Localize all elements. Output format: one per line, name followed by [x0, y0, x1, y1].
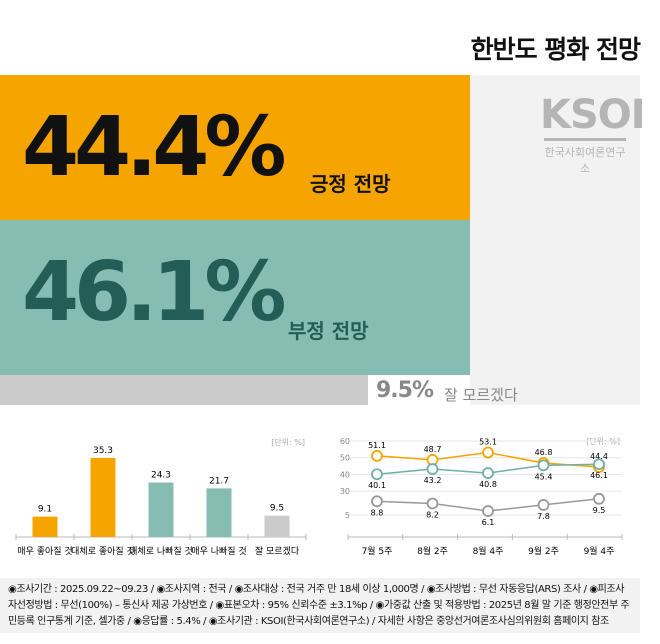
bar — [148, 482, 174, 537]
series-point — [482, 467, 494, 479]
unknown-label: 잘 모르겠다 — [444, 386, 518, 404]
point-label: 43.2 — [424, 476, 442, 485]
series-point — [371, 468, 383, 481]
y-tick-label: 30 — [340, 487, 350, 496]
bar-category-label: 매우 좋아질 것 — [17, 545, 72, 557]
bar-chart: [단위: %] 9.1 매우 좋아질 것 35.3 대체로 좋아질 것 24.3 대체로 … — [15, 437, 307, 557]
negative-label: 부정 전망 — [288, 319, 369, 343]
series-point — [537, 459, 550, 472]
x-tick-label: 8월 4주 — [473, 545, 504, 557]
bar-value-label: 24.3 — [151, 471, 171, 481]
y-tick-label: 5 — [345, 511, 350, 520]
point-label: 9.5 — [593, 506, 606, 515]
positive-label: 긍정 전망 — [310, 172, 391, 196]
point-label: 40.1 — [368, 481, 386, 490]
x-tick-label: 7월 5주 — [362, 545, 393, 557]
page-title: 한반도 평화 전망 — [470, 35, 641, 64]
bar — [90, 457, 116, 537]
point-label: 46.8 — [535, 448, 553, 457]
y-tick-label: 40 — [340, 470, 350, 479]
logo-panel — [470, 75, 640, 405]
bar-category-label: 매우 나빠질 것 — [191, 545, 246, 557]
logo-subtitle: 한국사회여론연구소 — [544, 146, 626, 175]
bar-value-label: 9.5 — [270, 504, 284, 514]
unknown-block — [0, 375, 368, 405]
positive-value: 44.4% — [22, 100, 286, 195]
series-point — [482, 446, 494, 459]
point-label: 46.1 — [590, 471, 608, 480]
point-label: 6.1 — [482, 518, 495, 527]
ksoi-logo: KSOI 한국사회여론연구소 — [540, 92, 646, 176]
x-tick-label: 9월 2주 — [528, 545, 559, 557]
point-label: 40.8 — [479, 480, 497, 489]
y-tick-label: 60 — [340, 437, 350, 446]
x-tick-label: 8월 2주 — [417, 545, 448, 557]
survey-footnote: ◉조사기간 : 2025.09.22~09.23 / ◉조사지역 : 전국 / … — [0, 578, 640, 633]
y-tick-label: 50 — [340, 454, 350, 463]
point-label: 45.4 — [535, 472, 553, 481]
bar-unit-label: [단위: %] — [271, 437, 305, 447]
bar-value-label: 35.3 — [93, 446, 113, 456]
series-point — [482, 505, 494, 517]
point-label: 51.1 — [368, 441, 386, 450]
bar — [264, 515, 290, 537]
point-label: 44.4 — [590, 452, 608, 461]
point-label: 8.8 — [371, 508, 384, 517]
point-label: 7.8 — [537, 512, 550, 521]
series-point — [593, 492, 605, 505]
bar-category-label: 잘 모르겠다 — [255, 545, 300, 557]
point-label: 8.2 — [426, 510, 439, 519]
bar-value-label: 21.7 — [209, 476, 229, 486]
bar-category-label: 대체로 나빠질 것 — [129, 545, 193, 557]
point-label: 48.7 — [424, 445, 442, 454]
series-point — [426, 497, 439, 510]
x-tick-label: 9월 4주 — [584, 545, 615, 557]
unknown-value: 9.5% — [376, 378, 434, 403]
bar-value-label: 9.1 — [38, 505, 52, 515]
bar — [32, 516, 58, 537]
series-point — [537, 499, 550, 511]
series-point — [371, 495, 383, 508]
logo-mark: KSOI — [540, 92, 646, 138]
series-point — [426, 463, 439, 475]
series-point — [593, 458, 605, 471]
negative-block: 46.1% 부정 전망 — [0, 220, 470, 375]
negative-value: 46.1% — [22, 245, 286, 340]
series-point — [371, 449, 383, 462]
bar — [206, 488, 232, 537]
bar-category-label: 대체로 좋아질 것 — [71, 545, 135, 557]
point-label: 53.1 — [479, 438, 497, 447]
positive-block: 44.4% 긍정 전망 — [0, 75, 470, 220]
